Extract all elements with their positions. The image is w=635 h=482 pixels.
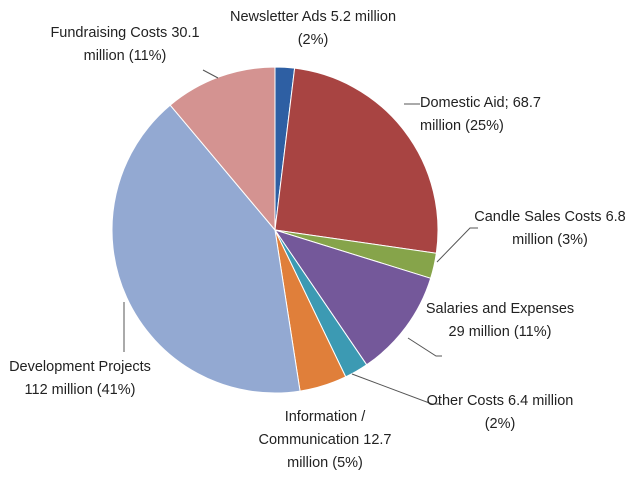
pie-slice bbox=[111, 104, 301, 394]
value-label: 12.7 million (5%) bbox=[287, 432, 392, 471]
value-label: 30.1 million (11%) bbox=[83, 25, 200, 64]
value-label: 5.2 million (2%) bbox=[297, 9, 397, 48]
category-label: Information / Communication bbox=[258, 409, 366, 448]
slice-label: Domestic Aid; 68.7 million (25%) bbox=[420, 92, 580, 138]
value-label: 6.4 million (2%) bbox=[484, 393, 574, 432]
slice-label: Newsletter Ads 5.2 million (2%) bbox=[228, 6, 398, 52]
category-label: Domestic Aid; bbox=[420, 95, 509, 111]
slice-label: Candle Sales Costs 6.8 million (3%) bbox=[470, 206, 630, 252]
category-label: Salaries and Expenses bbox=[425, 301, 575, 317]
leader-line bbox=[407, 337, 442, 357]
value-label: 68.7 million (25%) bbox=[420, 95, 541, 134]
leader-line bbox=[351, 373, 440, 405]
slice-label: Development Projects 112 million (41%) bbox=[5, 356, 155, 402]
leader-line bbox=[202, 69, 219, 79]
slice-label: Salaries and Expenses 29 million (11%) bbox=[425, 298, 575, 344]
category-label: Development Projects bbox=[9, 359, 151, 375]
category-label: Fundraising Costs bbox=[50, 25, 168, 41]
category-label: Other Costs bbox=[426, 393, 505, 409]
pie-slice bbox=[169, 66, 276, 232]
slice-label: Other Costs 6.4 million (2%) bbox=[425, 390, 575, 436]
category-label: Candle Sales Costs bbox=[474, 209, 602, 225]
value-label: 29 million (11%) bbox=[448, 324, 552, 340]
category-label: Newsletter Ads bbox=[229, 9, 327, 25]
value-label: 112 million (41%) bbox=[24, 382, 136, 398]
leader-line bbox=[436, 227, 478, 263]
leader-lines bbox=[123, 69, 478, 405]
pie-slice bbox=[273, 229, 432, 366]
value-label: 6.8 million (3%) bbox=[512, 209, 626, 248]
slice-label: Information / Communication 12.7 million… bbox=[240, 406, 410, 475]
slice-label: Fundraising Costs 30.1 million (11%) bbox=[35, 22, 215, 68]
pie-slice bbox=[274, 67, 439, 254]
